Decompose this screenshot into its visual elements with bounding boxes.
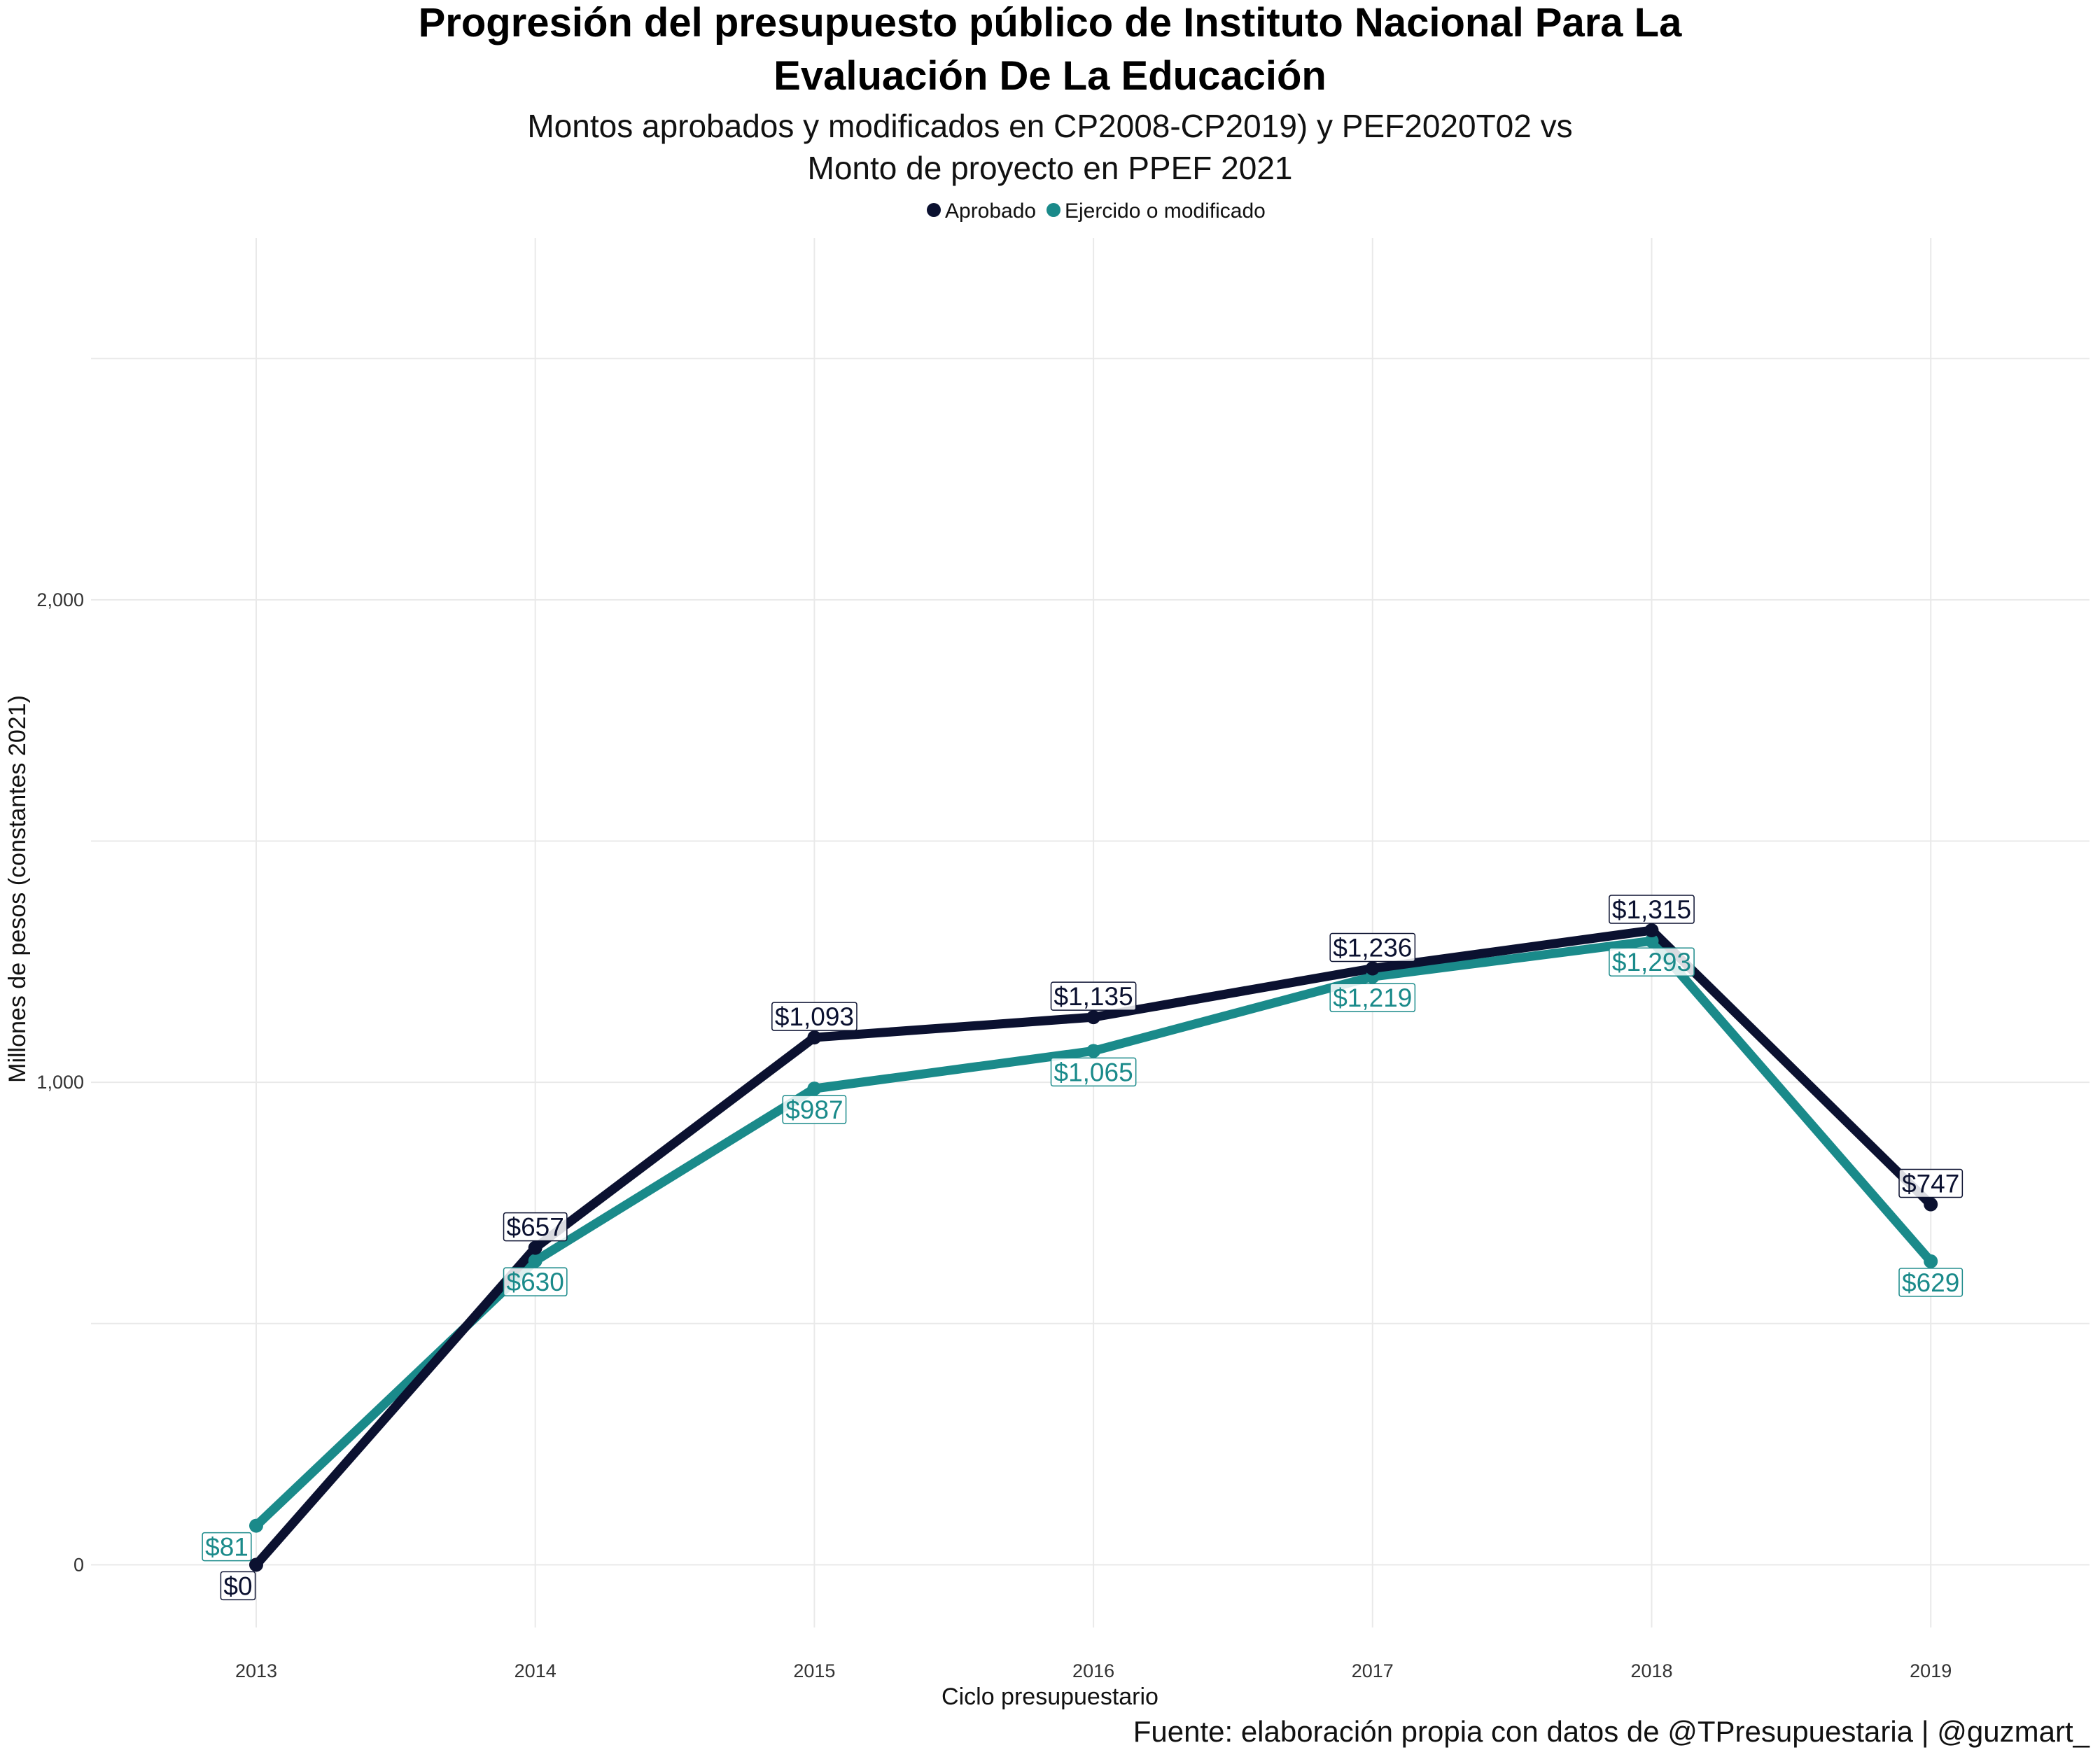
data-point-ejercido: [1086, 1044, 1101, 1058]
data-point-aprobado: [1644, 923, 1659, 938]
data-label-box: [220, 1571, 256, 1601]
y-tick-label: 2,000: [36, 589, 84, 610]
data-point-aprobado: [1924, 1197, 1938, 1212]
data-label: $1,093: [771, 1002, 858, 1031]
data-point-ejercido: [249, 1518, 263, 1533]
data-label: $1,236: [1329, 932, 1416, 962]
data-label-text: $629: [1902, 1268, 1959, 1297]
data-label-text: $747: [1902, 1170, 1959, 1198]
data-label-text: $987: [785, 1096, 843, 1124]
data-point-aprobado: [1086, 1010, 1101, 1025]
legend-label-aprobado: Aprobado: [945, 200, 1036, 223]
data-label: $81: [202, 1532, 252, 1562]
data-label-text: $657: [507, 1213, 564, 1242]
data-label: $1,065: [1050, 1057, 1137, 1087]
data-label: $987: [782, 1095, 847, 1124]
data-point-ejercido: [1644, 934, 1659, 948]
data-label-text: $1,293: [1612, 948, 1691, 976]
data-label-box: [1898, 1268, 1963, 1297]
x-axis-ticks: 2013 2014 2015 2016 2017 2018 2019: [235, 1660, 1952, 1681]
data-label-box: [1609, 947, 1695, 976]
data-label-box: [782, 1095, 847, 1124]
data-labels: $0 $657 $1,093 $1,135 $1,236 $1,315 $747 $81 $63…: [202, 895, 1963, 1601]
x-tick-label: 2017: [1352, 1660, 1394, 1681]
data-label-box: [1898, 1168, 1963, 1198]
x-axis-title: Ciclo presupuestario: [941, 1684, 1158, 1710]
data-label: $630: [503, 1267, 568, 1296]
data-label: $1,219: [1329, 983, 1416, 1012]
data-label: $657: [503, 1212, 568, 1242]
data-point-ejercido: [807, 1082, 822, 1096]
data-point-aprobado: [807, 1030, 822, 1045]
data-point-ejercido: [1924, 1254, 1938, 1268]
x-tick-label: 2016: [1072, 1660, 1114, 1681]
data-label-text: $1,236: [1333, 934, 1412, 962]
legend-swatch-aprobado: [927, 203, 941, 217]
y-tick-label: 1,000: [36, 1072, 84, 1093]
data-label-text: $630: [507, 1268, 564, 1296]
chart-title-line-2: Evaluación De La Educación: [774, 53, 1326, 99]
data-label-box: [503, 1212, 568, 1242]
data-label-box: [771, 1002, 858, 1031]
data-label-text: $1,065: [1054, 1058, 1133, 1086]
data-label-box: [1329, 932, 1416, 962]
data-label-text: $1,135: [1054, 982, 1133, 1011]
y-axis-title: Millones de pesos (constantes 2021): [4, 695, 31, 1083]
data-point-aprobado: [528, 1240, 542, 1255]
data-label-text: $1,093: [775, 1002, 854, 1031]
series-points: [249, 923, 1938, 1572]
x-tick-label: 2014: [514, 1660, 556, 1681]
data-label: $1,315: [1609, 895, 1695, 924]
source-caption: Fuente: elaboración propia con datos de …: [1133, 1715, 2090, 1748]
legend-swatch-ejercido: [1046, 203, 1060, 217]
data-label-text: $1,315: [1612, 895, 1691, 924]
x-tick-label: 2015: [793, 1660, 835, 1681]
data-label: $0: [220, 1571, 256, 1601]
data-label-box: [1050, 1057, 1137, 1087]
legend-label-ejercido: Ejercido o modificado: [1065, 200, 1266, 223]
x-tick-label: 2018: [1630, 1660, 1672, 1681]
chart-subtitle-line-1: Montos aprobados y modificados en CP2008…: [527, 108, 1572, 144]
data-label-box: [202, 1532, 252, 1562]
x-tick-label: 2013: [235, 1660, 277, 1681]
data-point-ejercido: [528, 1254, 542, 1268]
data-label: $1,293: [1609, 947, 1695, 976]
x-tick-label: 2019: [1910, 1660, 1952, 1681]
chart-title-line-1: Progresión del presupuesto público de In…: [419, 0, 1682, 46]
gridlines: [91, 238, 2090, 1628]
y-axis-ticks: 0 1,000 2,000: [36, 589, 84, 1575]
data-label: $1,135: [1050, 981, 1137, 1011]
y-tick-label: 0: [74, 1554, 84, 1575]
chart-subtitle-line-2: Monto de proyecto en PPEF 2021: [808, 150, 1293, 186]
data-label: $747: [1898, 1168, 1963, 1198]
data-label-text: $81: [205, 1533, 248, 1562]
data-label-text: $0: [223, 1572, 252, 1600]
data-point-aprobado: [249, 1558, 263, 1572]
data-label: $629: [1898, 1268, 1963, 1297]
data-label-box: [503, 1267, 568, 1296]
legend: Aprobado Ejercido o modificado: [927, 200, 1266, 223]
data-point-aprobado: [1365, 961, 1380, 976]
data-label-box: [1050, 981, 1137, 1011]
data-label-text: $1,219: [1333, 983, 1412, 1012]
data-label-box: [1609, 895, 1695, 924]
data-label-box: [1329, 983, 1416, 1012]
